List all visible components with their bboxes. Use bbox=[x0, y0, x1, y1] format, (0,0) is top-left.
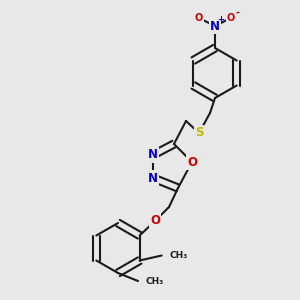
Text: S: S bbox=[195, 127, 203, 140]
Text: O: O bbox=[150, 214, 160, 227]
Text: N: N bbox=[148, 172, 158, 184]
Text: O: O bbox=[187, 155, 197, 169]
Text: N: N bbox=[210, 20, 220, 32]
Text: O: O bbox=[227, 13, 235, 23]
Text: N: N bbox=[148, 148, 158, 161]
Text: +: + bbox=[218, 14, 224, 23]
Text: CH₃: CH₃ bbox=[146, 277, 164, 286]
Text: CH₃: CH₃ bbox=[170, 251, 188, 260]
Text: O: O bbox=[195, 13, 203, 23]
Text: -: - bbox=[236, 8, 240, 18]
